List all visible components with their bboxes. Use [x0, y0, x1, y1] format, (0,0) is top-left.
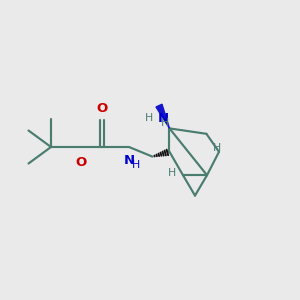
- Text: H: H: [161, 118, 169, 128]
- Text: N: N: [124, 154, 135, 166]
- Polygon shape: [156, 104, 169, 128]
- Text: H: H: [168, 168, 176, 178]
- Text: H: H: [213, 143, 221, 153]
- Text: N: N: [158, 112, 169, 125]
- Text: H: H: [131, 160, 140, 170]
- Text: H: H: [145, 113, 154, 123]
- Text: O: O: [96, 102, 108, 115]
- Text: O: O: [76, 156, 87, 169]
